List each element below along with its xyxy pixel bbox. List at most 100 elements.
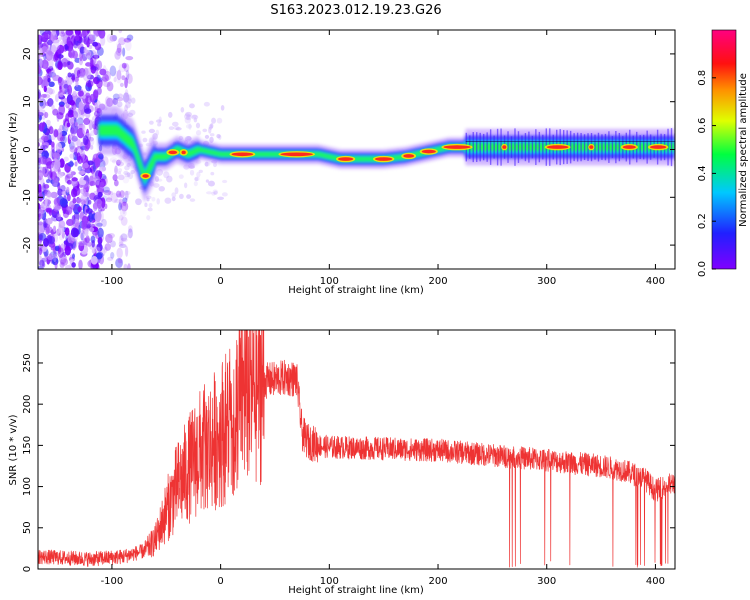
spectrogram-noise-blob: [123, 190, 131, 196]
spectrogram-noise-blob: [50, 141, 55, 148]
spectrogram-y-tick-label: 20: [22, 48, 33, 61]
spectrogram-noise-blob: [174, 187, 179, 195]
spectrogram-noise-blob: [43, 237, 50, 247]
spectrogram-noise-blob: [69, 108, 73, 116]
spectrogram-noise-blob: [78, 179, 87, 186]
spectrogram-noise-blob: [62, 135, 67, 144]
spectrogram-noise-blob: [81, 220, 87, 230]
spectrogram-noise-blob: [78, 240, 86, 247]
spectrogram-noise-blob: [62, 209, 70, 219]
spectrogram-noise-blob: [122, 205, 126, 215]
spectrogram-noise-blob: [39, 259, 45, 268]
spectrogram-noise-blob: [121, 95, 125, 101]
spectrogram-noise-blob: [185, 124, 193, 129]
spectrogram-noise-blob: [78, 259, 83, 269]
spectrogram-noise-blob: [120, 233, 128, 242]
spectrogram-noise-blob: [118, 37, 126, 46]
spectrogram-noise-blob: [168, 126, 175, 130]
spectrogram-noise-blob: [114, 167, 118, 173]
snr-y-axis-label: SNR (10 * v/v): [8, 414, 19, 485]
spectrogram-noise-blob: [108, 190, 114, 196]
spectrogram-noise-blob: [102, 74, 109, 82]
spectrogram-noise-blob: [96, 74, 101, 82]
spectrogram-noise-blob: [64, 227, 70, 236]
spectrogram-noise-blob: [59, 158, 65, 168]
spectrogram-noise-blob: [91, 248, 96, 254]
spectrogram-noise-blob: [112, 174, 118, 182]
spectrogram-noise-blob: [112, 97, 118, 106]
spectrogram-noise-blob: [118, 235, 124, 246]
spectrogram-noise-blob: [126, 73, 133, 84]
spectrogram-noise-blob: [189, 103, 195, 109]
spectrogram-noise-blob: [43, 142, 50, 147]
spectrogram-noise-blob: [114, 165, 118, 175]
spectrogram-noise-blob: [52, 71, 56, 82]
spectrogram-noise-blob: [186, 194, 192, 199]
spectrogram-noise-blob: [208, 126, 212, 134]
spectrogram-noise-blob: [58, 220, 66, 229]
spectrogram-noise-blob: [88, 212, 94, 223]
spectrogram-noise-blob: [117, 171, 122, 175]
spectrogram-noise-blob: [125, 40, 132, 51]
spectrogram-noise-blob: [70, 171, 76, 176]
colorbar-gradient: [711, 29, 737, 270]
spectrogram-noise-blob: [191, 114, 198, 119]
spectrogram-noise-blob: [154, 175, 159, 182]
spectrogram-noise-blob: [115, 190, 122, 198]
spectrogram-noise-blob: [175, 127, 182, 131]
ridge-hot-red: [649, 145, 667, 149]
spectrogram-noise-blob: [60, 258, 69, 266]
spectrogram-noise-blob: [101, 218, 107, 228]
spectrogram-noise-blob: [121, 62, 127, 69]
spectrogram-noise-blob: [97, 191, 103, 198]
spectrogram-noise-blob: [61, 253, 65, 261]
spectrogram-noise-blob: [184, 182, 188, 189]
spectrogram-noise-blob: [66, 218, 74, 227]
spectrogram-noise-blob: [72, 197, 77, 204]
spectrogram-noise-blob: [123, 263, 128, 269]
ridge-hot-red: [231, 152, 254, 157]
colorbar-ticks: 0.0 0.2 0.4 0.6 0.8: [697, 70, 716, 277]
spectrogram-noise-blob: [67, 109, 75, 118]
spectrogram-noise-blob: [45, 119, 51, 126]
spectrogram-noise-blob: [43, 184, 50, 189]
spectrogram-noise-blob: [42, 121, 46, 128]
spectrogram-noise-blob: [59, 197, 68, 207]
spectrogram-noise-blob: [213, 190, 218, 195]
spectrogram-noise-blob: [109, 35, 117, 42]
colorbar-label: Normalized spectral amplitude: [738, 73, 749, 227]
spectrogram-noise-blob: [166, 175, 173, 183]
colorbar-tick-label: 0.0: [697, 261, 708, 277]
spectrogram-noise-blob: [103, 81, 111, 88]
spectrogram-noise-blob: [94, 246, 101, 253]
spectrogram-noise-blob: [50, 161, 55, 172]
spectrogram-noise-blob: [62, 191, 66, 196]
spectrogram-noise-blob: [87, 199, 92, 205]
spectrogram-noise-blob: [90, 144, 94, 150]
spectrogram-noise-blob: [50, 191, 58, 199]
spectrogram-y-ticks: -20 -10 0 10 20: [22, 48, 675, 253]
spectrogram-noise-blob: [83, 46, 88, 53]
spectrogram-noise-blob: [51, 30, 57, 36]
spectrogram-noise-blob: [67, 84, 73, 96]
snr-x-tick-label: 400: [646, 576, 665, 587]
spectrogram-noise-blob: [71, 253, 76, 259]
spectrogram-noise-blob: [107, 256, 114, 261]
spectrogram-noise-blob: [89, 39, 94, 44]
spectrogram-noise-blob: [38, 89, 41, 99]
spectrogram-noise-blob: [163, 171, 170, 179]
spectrogram-noise-blob: [94, 157, 101, 168]
snr-y-tick-label: 50: [22, 521, 33, 534]
spectrogram-noise-blob: [77, 155, 83, 164]
spectrogram-x-ticks: -100 0 100 200 300 400: [101, 30, 665, 287]
spectrogram-noise-blob: [67, 236, 72, 243]
spectrogram-noise-blob: [195, 122, 201, 129]
spectrogram-noise-blob: [118, 198, 123, 205]
spectrogram-noise-blob: [97, 227, 104, 239]
spectrogram-noise-blob: [77, 165, 83, 172]
spectrogram-noise-blob: [53, 253, 57, 263]
spectrogram-noise-blob: [122, 92, 130, 103]
spectrogram-x-tick-label: 100: [320, 276, 339, 287]
